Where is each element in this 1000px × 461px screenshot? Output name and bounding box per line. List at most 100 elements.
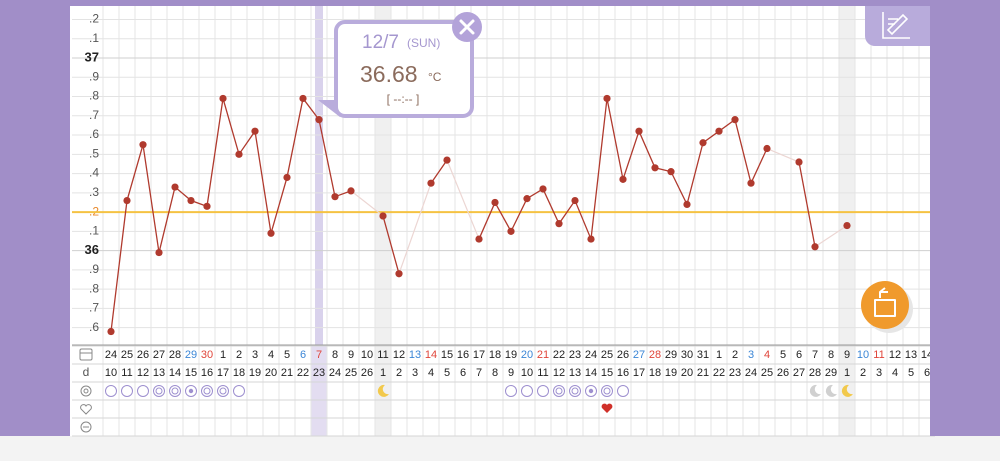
record-icon	[201, 385, 213, 397]
temperature-point	[603, 94, 611, 103]
right-frame	[930, 0, 1000, 436]
date-label: 11	[377, 349, 388, 361]
record-icon	[553, 385, 565, 397]
footer-strip	[0, 436, 1000, 461]
date-label: 21	[537, 349, 549, 361]
temperature-point	[795, 158, 803, 166]
temperature-point	[107, 327, 115, 336]
date-label: 27	[153, 349, 165, 361]
y-tick-label: .8	[89, 281, 99, 295]
cycle-day-label: 1	[380, 367, 386, 379]
cycle-row-label: d	[83, 365, 90, 379]
record-icon-inner	[155, 387, 163, 395]
cycle-day-label: 9	[508, 367, 514, 379]
date-label: 29	[665, 349, 677, 361]
date-label: 12	[889, 349, 901, 361]
temperature-point	[203, 202, 211, 210]
popup-date: 12/7	[362, 32, 399, 53]
y-tick-label: 36	[85, 242, 99, 257]
date-label: 9	[844, 349, 850, 361]
date-label: 26	[137, 349, 149, 361]
record-icon-inner	[171, 387, 179, 395]
y-tick-label: .7	[89, 108, 99, 122]
date-label: 18	[489, 349, 501, 361]
record-icon-inner	[603, 387, 611, 395]
date-label: 17	[473, 349, 485, 361]
cycle-day-label: 16	[201, 367, 213, 379]
record-icon-inner	[571, 387, 579, 395]
minus-icon	[80, 421, 92, 433]
date-label: 4	[764, 349, 770, 361]
temperature-point	[427, 179, 435, 187]
cycle-day-label: 14	[169, 367, 181, 379]
cycle-day-label: 2	[860, 367, 866, 379]
cycle-start-band	[839, 6, 855, 436]
record-icon	[521, 385, 533, 397]
temperature-point	[235, 150, 243, 158]
temperature-point	[699, 139, 707, 147]
date-label: 12	[393, 349, 405, 361]
record-icon	[537, 385, 549, 397]
cycle-day-label: 29	[825, 367, 837, 379]
cycle-day-label: 13	[153, 367, 165, 379]
temperature-point	[555, 220, 563, 228]
record-icon-star	[588, 388, 594, 394]
temperature-point	[475, 235, 483, 243]
temperature-point	[715, 127, 723, 135]
cycle-day-label: 25	[345, 367, 357, 379]
heart-icon	[601, 403, 613, 413]
record-icon	[185, 385, 197, 397]
temperature-point	[731, 116, 739, 124]
temperature-point	[683, 200, 691, 208]
temperature-point	[347, 187, 355, 195]
temperature-point	[651, 164, 659, 172]
date-label: 16	[457, 349, 469, 361]
temperature-point	[491, 198, 499, 207]
temperature-point	[747, 179, 755, 187]
temperature-point	[315, 116, 323, 124]
popup: 12/7 (SUN) 36.68 °C [ --:-- ]	[318, 20, 474, 118]
date-label: 4	[268, 349, 274, 361]
date-label: 24	[105, 349, 117, 361]
temperature-point	[155, 248, 163, 257]
temperature-point	[171, 183, 179, 191]
date-label: 15	[441, 349, 453, 361]
y-tick-label: 37	[85, 49, 99, 64]
share-button[interactable]	[861, 281, 913, 333]
edit-button[interactable]	[865, 6, 930, 46]
moon-icon	[841, 384, 853, 397]
cycle-day-label: 18	[233, 367, 245, 379]
cycle-day-label: 17	[633, 367, 645, 379]
date-label: 7	[316, 349, 322, 361]
temperature-point	[219, 94, 227, 103]
cycle-day-label: 19	[249, 367, 261, 379]
cycle-day-label: 22	[713, 367, 725, 379]
cycle-day-label: 20	[681, 367, 693, 379]
left-frame	[0, 0, 70, 436]
cycle-day-label: 6	[924, 367, 930, 379]
temperature-point	[539, 185, 547, 193]
record-icon	[617, 385, 629, 397]
temperature-point	[635, 127, 643, 135]
cycle-day-label: 23	[313, 367, 325, 379]
temperature-point	[523, 195, 531, 203]
gap-bridge	[814, 225, 848, 248]
cycle-day-label: 22	[297, 367, 309, 379]
y-tick-label: .4	[89, 166, 99, 180]
cycle-day-label: 23	[729, 367, 741, 379]
target-icon-dot	[83, 388, 89, 394]
popup-unit: °C	[428, 70, 442, 84]
date-label: 20	[521, 349, 533, 361]
temperature-point	[571, 196, 579, 205]
date-label: 27	[633, 349, 645, 361]
cycle-day-label: 3	[412, 367, 418, 379]
date-label: 10	[857, 349, 869, 361]
temperature-point	[379, 212, 387, 220]
moon-icon	[809, 384, 821, 397]
date-label: 19	[505, 349, 517, 361]
date-label: 3	[748, 349, 754, 361]
date-label: 29	[185, 349, 197, 361]
popup-close[interactable]	[452, 12, 482, 42]
record-icon-inner	[555, 387, 563, 395]
